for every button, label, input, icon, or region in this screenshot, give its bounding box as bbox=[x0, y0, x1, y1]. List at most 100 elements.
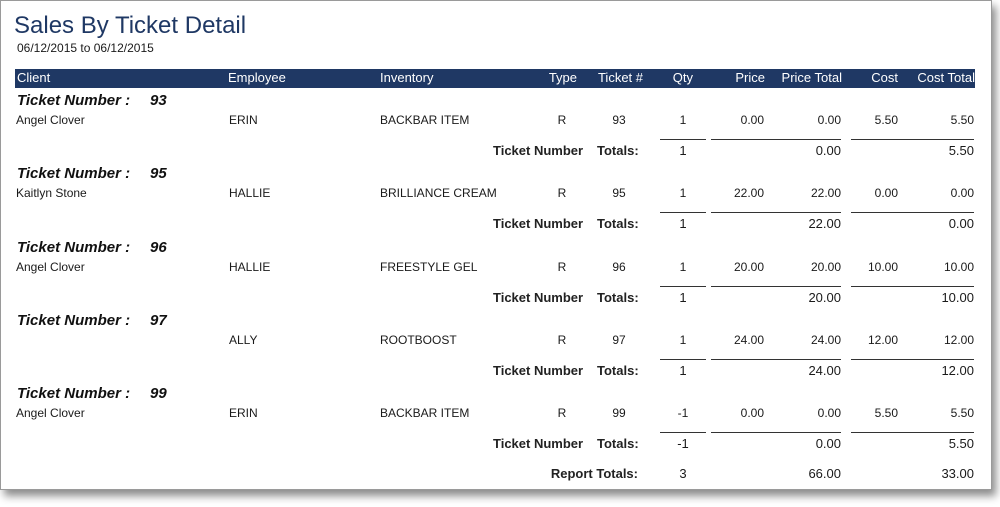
group-totals-price-total: 24.00 bbox=[808, 363, 841, 378]
row-price-total: 20.00 bbox=[810, 260, 841, 274]
group-totals-label-suffix: Totals: bbox=[597, 363, 639, 378]
row-inventory: BACKBAR ITEM bbox=[380, 113, 470, 127]
totals-rule bbox=[711, 286, 841, 287]
report-totals-cost-total: 33.00 bbox=[941, 466, 974, 481]
row-employee: ERIN bbox=[229, 113, 258, 127]
row-qty: 1 bbox=[679, 113, 687, 127]
ticket-number-value: 93 bbox=[150, 92, 167, 109]
totals-rule bbox=[851, 359, 974, 360]
ticket-number-value: 95 bbox=[150, 165, 167, 182]
row-cost: 12.00 bbox=[867, 333, 898, 347]
row-ticket: 95 bbox=[612, 186, 626, 200]
row-cost-total: 10.00 bbox=[943, 260, 974, 274]
col-qty: Qty bbox=[672, 70, 693, 85]
row-client: Angel Clover bbox=[16, 406, 85, 420]
date-range: 06/12/2015 to 06/12/2015 bbox=[17, 41, 154, 55]
group-totals-label-suffix: Totals: bbox=[597, 290, 639, 305]
row-cost: 5.50 bbox=[874, 406, 898, 420]
row-cost: 0.00 bbox=[874, 186, 898, 200]
row-ticket: 93 bbox=[612, 113, 626, 127]
report-page: Sales By Ticket Detail 06/12/2015 to 06/… bbox=[0, 0, 992, 490]
group-totals-price-total: 0.00 bbox=[815, 436, 841, 451]
col-client: Client bbox=[17, 70, 51, 85]
group-totals-qty: 1 bbox=[679, 216, 687, 231]
row-price: 20.00 bbox=[733, 260, 764, 274]
ticket-number-value: 99 bbox=[150, 385, 167, 402]
ticket-number-label: Ticket Number : bbox=[17, 385, 131, 402]
col-price-total: Price Total bbox=[781, 70, 842, 85]
totals-rule bbox=[711, 359, 841, 360]
group-totals-label: Ticket Number bbox=[493, 436, 584, 451]
group-totals-label-suffix: Totals: bbox=[597, 143, 639, 158]
row-employee: ALLY bbox=[229, 333, 258, 347]
row-price-total: 24.00 bbox=[810, 333, 841, 347]
row-ticket: 96 bbox=[612, 260, 626, 274]
totals-rule bbox=[660, 359, 706, 360]
group-totals-label: Ticket Number bbox=[493, 216, 584, 231]
totals-rule bbox=[660, 432, 706, 433]
row-inventory: FREESTYLE GEL bbox=[380, 260, 478, 274]
row-qty: 1 bbox=[679, 186, 687, 200]
row-employee: ERIN bbox=[229, 406, 258, 420]
col-employee: Employee bbox=[228, 70, 286, 85]
totals-rule bbox=[851, 212, 974, 213]
report-title: Sales By Ticket Detail bbox=[14, 12, 247, 39]
group-totals-qty: -1 bbox=[677, 436, 689, 451]
group-totals-qty: 1 bbox=[679, 290, 687, 305]
row-inventory: BACKBAR ITEM bbox=[380, 406, 470, 420]
row-price: 0.00 bbox=[740, 113, 764, 127]
group-totals-cost-total: 12.00 bbox=[941, 363, 974, 378]
group-totals-label-suffix: Totals: bbox=[597, 216, 639, 231]
report-totals-price-total: 66.00 bbox=[808, 466, 841, 481]
group-totals-label: Ticket Number bbox=[493, 143, 584, 158]
row-client: Kaitlyn Stone bbox=[16, 186, 87, 200]
group-totals-qty: 1 bbox=[679, 143, 687, 158]
ticket-number-label: Ticket Number : bbox=[17, 239, 131, 256]
row-type: R bbox=[557, 113, 567, 127]
row-cost: 10.00 bbox=[867, 260, 898, 274]
ticket-number-value: 96 bbox=[150, 239, 167, 256]
row-inventory: BRILLIANCE CREAM bbox=[380, 186, 497, 200]
group-totals-price-total: 22.00 bbox=[808, 216, 841, 231]
report-totals-label: Report Totals: bbox=[550, 466, 638, 481]
group-totals-price-total: 0.00 bbox=[815, 143, 841, 158]
row-cost-total: 12.00 bbox=[943, 333, 974, 347]
row-employee: HALLIE bbox=[229, 186, 271, 200]
totals-rule bbox=[851, 286, 974, 287]
ticket-number-label: Ticket Number : bbox=[17, 92, 131, 109]
col-cost: Cost bbox=[871, 70, 898, 85]
col-cost-total: Cost Total bbox=[917, 70, 975, 85]
row-price-total: 0.00 bbox=[817, 406, 841, 420]
totals-rule bbox=[660, 286, 706, 287]
row-type: R bbox=[557, 406, 567, 420]
row-employee: HALLIE bbox=[229, 260, 271, 274]
report-totals-qty: 3 bbox=[679, 466, 687, 481]
group-totals-cost-total: 10.00 bbox=[941, 290, 974, 305]
row-cost-total: 5.50 bbox=[950, 113, 974, 127]
row-client: Angel Clover bbox=[16, 113, 85, 127]
row-price: 0.00 bbox=[740, 406, 764, 420]
ticket-number-value: 97 bbox=[150, 312, 167, 329]
column-header-bar: Client Employee Inventory Type Ticket # … bbox=[15, 69, 975, 88]
row-cost: 5.50 bbox=[874, 113, 898, 127]
row-client: Angel Clover bbox=[16, 260, 85, 274]
row-cost-total: 0.00 bbox=[950, 186, 974, 200]
totals-rule bbox=[851, 432, 974, 433]
ticket-number-label: Ticket Number : bbox=[17, 312, 131, 329]
row-qty: -1 bbox=[677, 406, 689, 420]
row-price-total: 0.00 bbox=[817, 113, 841, 127]
row-ticket: 97 bbox=[612, 333, 626, 347]
row-inventory: ROOTBOOST bbox=[380, 333, 457, 347]
totals-rule bbox=[660, 139, 706, 140]
group-totals-price-total: 20.00 bbox=[808, 290, 841, 305]
row-price: 24.00 bbox=[733, 333, 764, 347]
group-totals-cost-total: 5.50 bbox=[948, 143, 974, 158]
totals-rule bbox=[711, 139, 841, 140]
totals-rule bbox=[711, 212, 841, 213]
col-ticket: Ticket # bbox=[597, 70, 643, 85]
totals-rule bbox=[851, 139, 974, 140]
row-qty: 1 bbox=[679, 260, 687, 274]
row-price-total: 22.00 bbox=[810, 186, 841, 200]
group-totals-label: Ticket Number bbox=[493, 363, 584, 378]
totals-rule bbox=[660, 212, 706, 213]
